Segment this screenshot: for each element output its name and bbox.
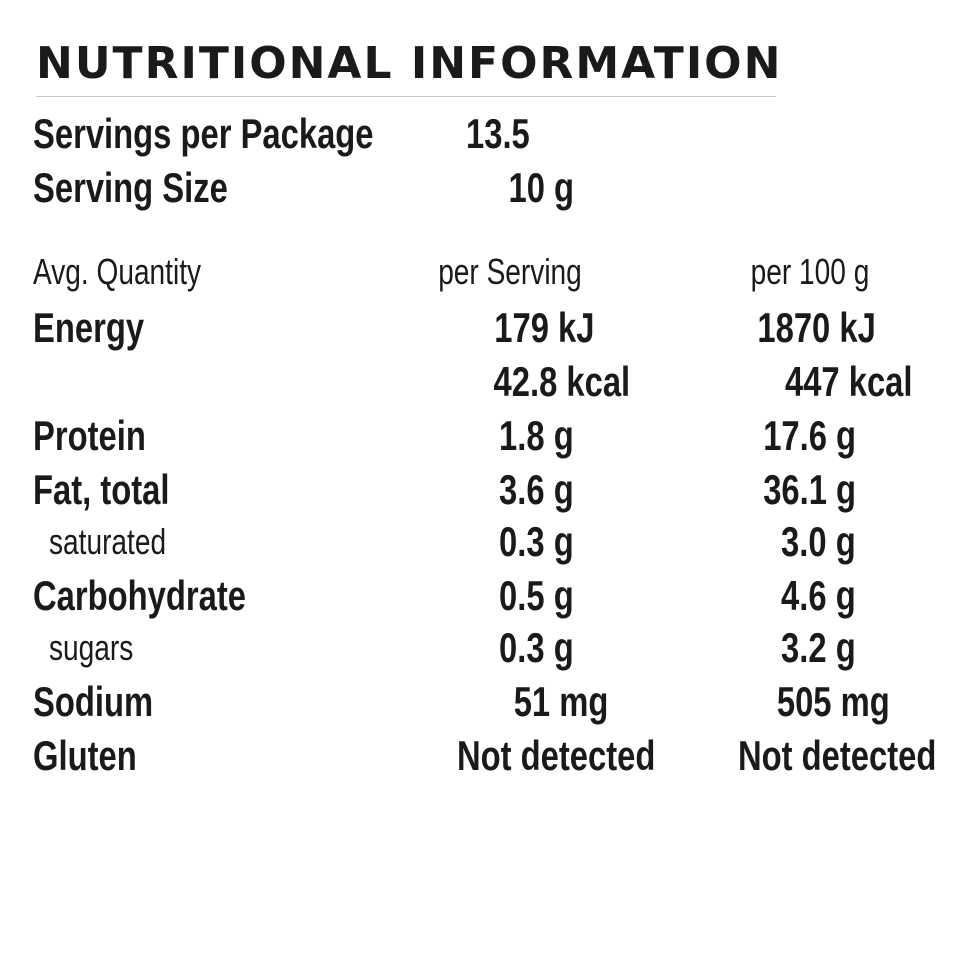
row-label-fat-total: Fat, total bbox=[33, 466, 170, 513]
carbohydrate-per-100g: 4.6 g bbox=[781, 572, 856, 619]
column-header-per-serving: per Serving bbox=[438, 251, 582, 292]
energy-kj-per-100g: 1870 kJ bbox=[757, 304, 876, 351]
carbohydrate-per-serving: 0.5 g bbox=[499, 572, 574, 619]
panel-title: NUTRITIONAL INFORMATION bbox=[36, 38, 783, 89]
row-label-sodium: Sodium bbox=[33, 678, 154, 725]
gluten-per-serving: Not detected bbox=[456, 732, 655, 779]
sugars-per-100g: 3.2 g bbox=[781, 624, 856, 671]
title-divider bbox=[36, 96, 776, 97]
sugars-per-serving: 0.3 g bbox=[499, 624, 574, 671]
row-label-saturated: saturated bbox=[49, 521, 167, 562]
sodium-per-100g: 505 mg bbox=[777, 678, 890, 725]
column-header-per-100g: per 100 g bbox=[750, 251, 870, 292]
energy-kcal-per-100g: 447 kcal bbox=[784, 358, 912, 405]
sodium-per-serving: 51 mg bbox=[513, 678, 608, 725]
row-label-carbohydrate: Carbohydrate bbox=[33, 572, 246, 619]
serving-size-value: 10 g bbox=[508, 164, 574, 211]
fat-total-per-serving: 3.6 g bbox=[499, 466, 574, 513]
saturated-per-100g: 3.0 g bbox=[781, 518, 856, 565]
protein-per-serving: 1.8 g bbox=[499, 412, 574, 459]
row-label-sugars: sugars bbox=[49, 627, 134, 668]
row-label-protein: Protein bbox=[33, 412, 146, 459]
servings-per-package-value: 13.5 bbox=[466, 110, 530, 157]
servings-per-package-label: Servings per Package bbox=[33, 110, 374, 157]
saturated-per-serving: 0.3 g bbox=[499, 518, 574, 565]
row-label-gluten: Gluten bbox=[33, 732, 137, 779]
protein-per-100g: 17.6 g bbox=[763, 412, 856, 459]
serving-size-label: Serving Size bbox=[33, 164, 228, 211]
column-header-quantity: Avg. Quantity bbox=[33, 251, 202, 292]
gluten-per-100g: Not detected bbox=[737, 732, 936, 779]
row-label-energy: Energy bbox=[33, 304, 145, 351]
energy-kcal-per-serving: 42.8 kcal bbox=[493, 358, 630, 405]
fat-total-per-100g: 36.1 g bbox=[763, 466, 856, 513]
energy-kj-per-serving: 179 kJ bbox=[493, 304, 594, 351]
